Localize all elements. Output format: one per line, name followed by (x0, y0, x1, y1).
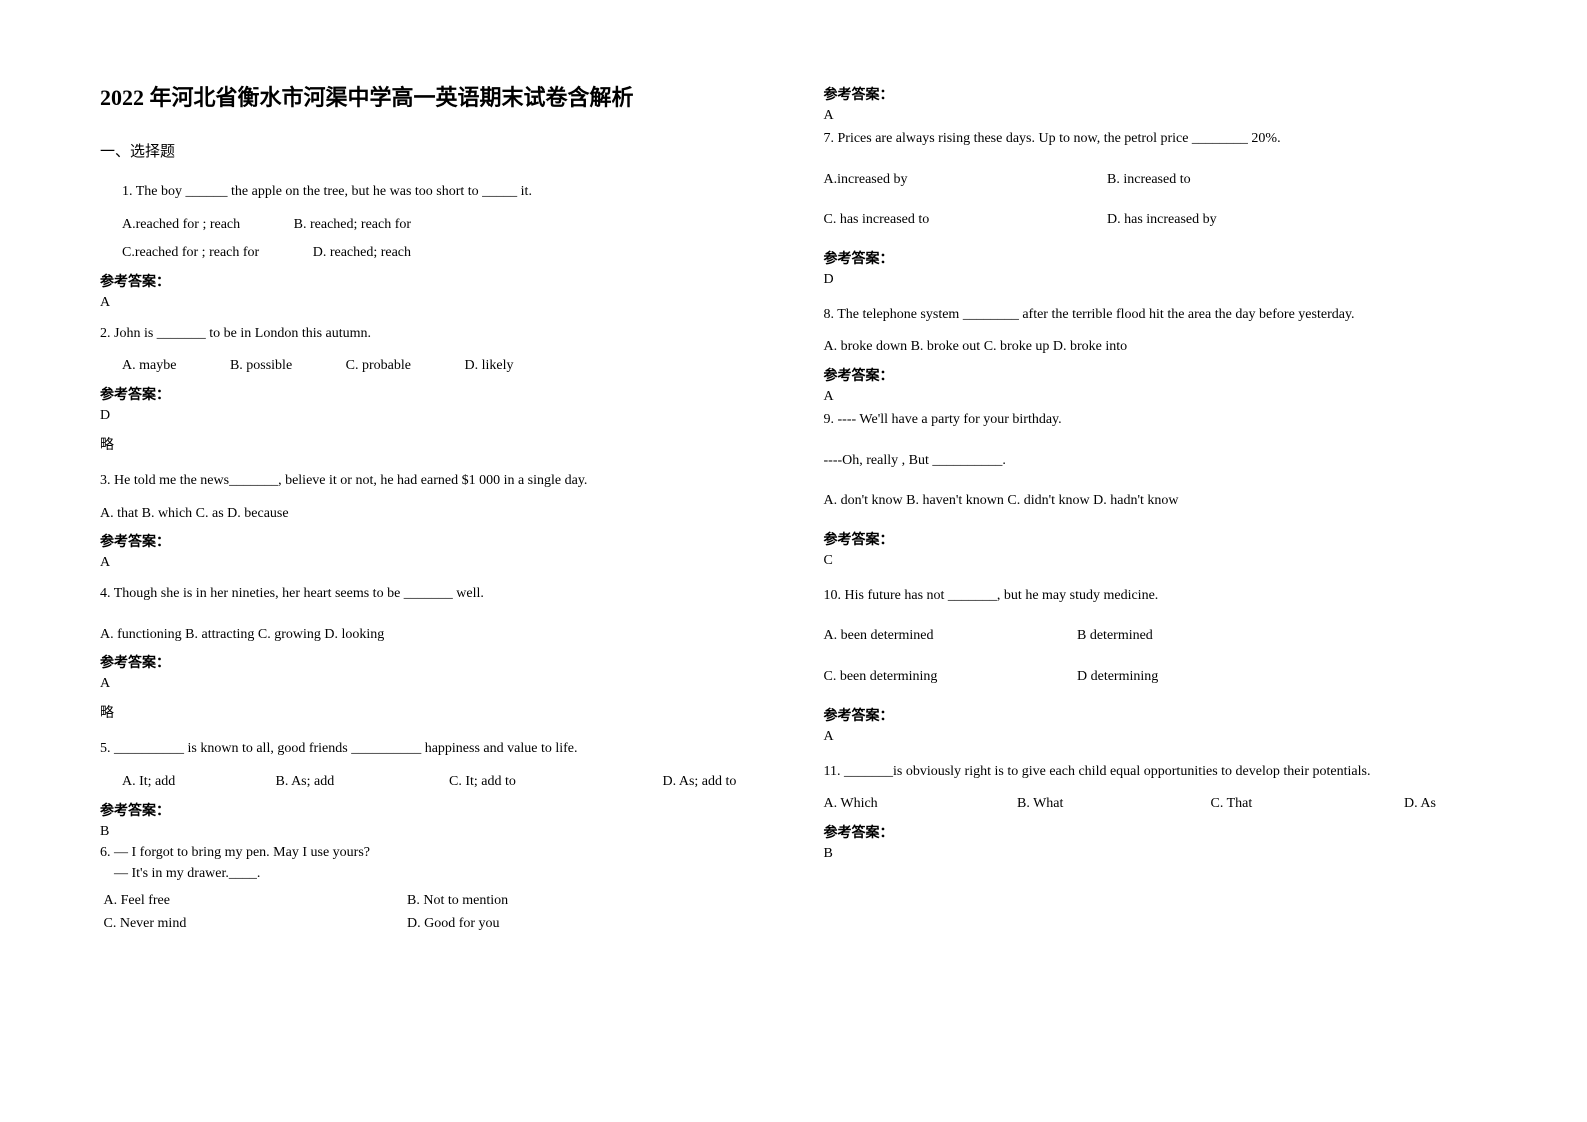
q5-opt-a: A. It; add (122, 769, 272, 796)
q10-opt-d: D determining (1077, 664, 1158, 691)
page-title: 2022 年河北省衡水市河渠中学高一英语期末试卷含解析 (100, 80, 764, 112)
q10-answer-label: 参考答案： (824, 705, 1488, 725)
q5-opt-b: B. As; add (276, 769, 446, 796)
q6-options-row1: A. Feel free B. Not to mention (100, 890, 764, 911)
q9-answer-label: 参考答案： (824, 529, 1488, 549)
q3-stem: 3. He told me the news_______, believe i… (100, 468, 764, 495)
right-column: 参考答案： A 7. Prices are always rising thes… (824, 80, 1488, 936)
q2-opt-c: C. probable (346, 353, 411, 380)
q11-stem: 11. _______is obviously right is to give… (824, 759, 1488, 786)
q5-options: A. It; add B. As; add C. It; add to D. A… (100, 769, 764, 796)
q8-options: A. broke down B. broke out C. broke up D… (824, 334, 1488, 361)
q6-stem: 6. — I forgot to bring my pen. May I use… (100, 842, 764, 884)
q1-options-row2: C.reached for ; reach for D. reached; re… (100, 240, 764, 267)
q11-options: A. Which B. What C. That D. As (824, 791, 1488, 818)
q6-opt-b: B. Not to mention (407, 890, 508, 911)
q2-stem: 2. John is _______ to be in London this … (100, 321, 764, 348)
q4-answer: A (100, 676, 764, 692)
left-column: 2022 年河北省衡水市河渠中学高一英语期末试卷含解析 一、选择题 1. The… (100, 80, 764, 936)
q9-stem-a: 9. ---- We'll have a party for your birt… (824, 407, 1488, 434)
q5-answer: B (100, 824, 764, 840)
q3-answer-label: 参考答案： (100, 531, 764, 551)
q9-answer: C (824, 553, 1488, 569)
q6-opt-d: D. Good for you (407, 913, 500, 934)
q1-opt-c: C.reached for ; reach for (122, 240, 259, 267)
q7-options-row1: A.increased by B. increased to (824, 167, 1488, 194)
q10-opt-c: C. been determining (824, 664, 1074, 691)
q4-options: A. functioning B. attracting C. growing … (100, 622, 764, 649)
q10-answer: A (824, 729, 1488, 745)
q2-opt-a: A. maybe (122, 353, 176, 380)
q10-options-row2: C. been determining D determining (824, 664, 1488, 691)
q7-opt-a: A.increased by (824, 167, 1104, 194)
q6-options-row2: C. Never mind D. Good for you (100, 913, 764, 934)
q9-options: A. don't know B. haven't known C. didn't… (824, 488, 1488, 515)
q11-opt-a: A. Which (824, 791, 1014, 818)
q7-answer: D (824, 272, 1488, 288)
q2-answer-label: 参考答案： (100, 384, 764, 404)
q6-answer-label: 参考答案： (824, 84, 1488, 104)
q11-opt-b: B. What (1017, 791, 1207, 818)
page: 2022 年河北省衡水市河渠中学高一英语期末试卷含解析 一、选择题 1. The… (100, 80, 1487, 936)
q3-options: A. that B. which C. as D. because (100, 501, 764, 528)
q1-stem: 1. The boy ______ the apple on the tree,… (100, 179, 764, 206)
q7-opt-b: B. increased to (1107, 167, 1191, 194)
q10-options-row1: A. been determined B determined (824, 623, 1488, 650)
q7-stem: 7. Prices are always rising these days. … (824, 126, 1488, 153)
q1-stem-text: 1. The boy ______ the apple on the tree,… (100, 179, 764, 206)
q7-opt-d: D. has increased by (1107, 207, 1217, 234)
q6-opt-c: C. Never mind (104, 913, 404, 934)
q6-stem-b: — It's in my drawer.____. (100, 866, 260, 881)
q5-opt-d: D. As; add to (663, 769, 737, 796)
q11-opt-c: C. That (1211, 791, 1401, 818)
q6-opt-a: A. Feel free (104, 890, 404, 911)
q5-answer-label: 参考答案： (100, 800, 764, 820)
q8-answer-label: 参考答案： (824, 365, 1488, 385)
q10-opt-b: B determined (1077, 623, 1153, 650)
q6-answer: A (824, 108, 1488, 124)
q6-stem-a: 6. — I forgot to bring my pen. May I use… (100, 845, 370, 860)
q3-answer: A (100, 555, 764, 571)
q9-stem-b: ----Oh, really , But __________. (824, 448, 1488, 475)
q1-opt-a: A.reached for ; reach (122, 212, 240, 239)
q8-stem: 8. The telephone system ________ after t… (824, 302, 1488, 329)
section-heading-1: 一、选择题 (100, 140, 764, 161)
q7-options-row2: C. has increased to D. has increased by (824, 207, 1488, 234)
q5-stem: 5. __________ is known to all, good frie… (100, 736, 764, 763)
q11-opt-d: D. As (1404, 791, 1436, 818)
q2-options: A. maybe B. possible C. probable D. like… (100, 353, 764, 380)
q8-answer: A (824, 389, 1488, 405)
q4-answer-label: 参考答案： (100, 652, 764, 672)
q2-opt-d: D. likely (465, 353, 514, 380)
q10-stem: 10. His future has not _______, but he m… (824, 583, 1488, 610)
q2-answer: D (100, 408, 764, 424)
q1-options-row1: A.reached for ; reach B. reached; reach … (100, 212, 764, 239)
q2-note: 略 (100, 434, 764, 454)
q11-answer: B (824, 846, 1488, 862)
q5-opt-c: C. It; add to (449, 769, 659, 796)
q1-answer: A (100, 295, 764, 311)
q4-note: 略 (100, 702, 764, 722)
q1-opt-d: D. reached; reach (313, 240, 411, 267)
q7-opt-c: C. has increased to (824, 207, 1104, 234)
q1-answer-label: 参考答案： (100, 271, 764, 291)
q4-stem: 4. Though she is in her nineties, her he… (100, 581, 764, 608)
q7-answer-label: 参考答案： (824, 248, 1488, 268)
q11-answer-label: 参考答案： (824, 822, 1488, 842)
q1-opt-b: B. reached; reach for (294, 212, 411, 239)
q10-opt-a: A. been determined (824, 623, 1074, 650)
q2-opt-b: B. possible (230, 353, 292, 380)
